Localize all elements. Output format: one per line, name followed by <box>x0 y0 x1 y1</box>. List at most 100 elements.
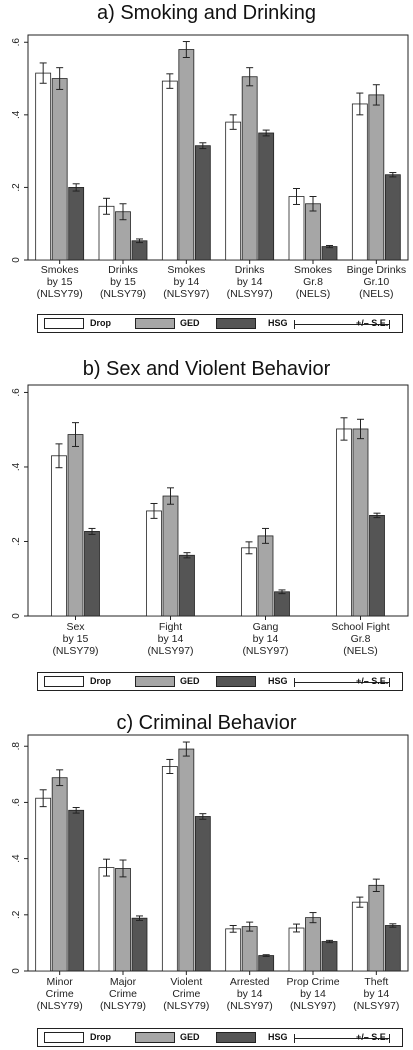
x-category-label: (NLSY79) <box>52 645 98 657</box>
bar-ged <box>67 434 84 617</box>
bar-ged <box>178 49 195 261</box>
x-category-label: Sex <box>66 621 85 633</box>
x-category-label: (NLSY79) <box>163 1000 209 1012</box>
bar-ged <box>51 777 68 972</box>
legend-label-ged: GED <box>180 318 200 328</box>
bar-hsg <box>179 554 195 617</box>
chart-title: b) Sex and Violent Behavior <box>82 358 331 380</box>
x-category-label: Drinks <box>235 264 265 276</box>
bar-ged <box>51 78 68 261</box>
x-category-label: by 14 <box>237 276 263 288</box>
legend-se-bar-icon <box>294 1034 390 1043</box>
legend-label-se: +/– S.E. <box>356 1032 389 1042</box>
bar-drop <box>351 901 368 972</box>
legend-label-se: +/– S.E. <box>356 676 389 686</box>
chart-title: a) Smoking and Drinking <box>97 2 316 24</box>
bar-drop <box>161 766 178 972</box>
bar-hsg <box>194 145 211 261</box>
y-tick-label: .6 <box>11 388 22 397</box>
legend-swatch-ged <box>135 318 175 329</box>
x-category-label: (NLSY97) <box>163 288 209 300</box>
bar-hsg <box>384 925 401 972</box>
bar-hsg <box>84 531 100 617</box>
bar-ged <box>305 917 321 972</box>
bar-hsg <box>321 941 338 972</box>
legend-label-hsg: HSG <box>268 318 288 328</box>
bar-ged <box>115 868 131 972</box>
y-tick-label: .4 <box>11 462 22 471</box>
bar-drop <box>35 797 52 972</box>
bar-ged <box>368 94 385 261</box>
legend-label-hsg: HSG <box>268 1032 288 1042</box>
x-category-label: (NLSY79) <box>37 288 83 300</box>
bar-hsg <box>131 917 148 972</box>
plot-frame <box>27 34 409 261</box>
y-tick-label: .2 <box>11 910 22 919</box>
bar-ged <box>305 203 321 261</box>
x-category-label: by 14 <box>300 988 326 1000</box>
bar-drop <box>51 455 67 617</box>
panel-smoking-drinking: a) Smoking and Drinking 0.2.4.6 Smokes by … <box>0 0 413 342</box>
x-category-label: (NLSY97) <box>353 1000 399 1012</box>
x-category-label: by 14 <box>237 988 263 1000</box>
x-category-label: (NLSY79) <box>100 288 146 300</box>
y-tick-label: .6 <box>11 798 22 807</box>
x-category-label: Smokes <box>41 264 79 276</box>
bar-hsg <box>369 515 385 617</box>
x-category-label: Fight <box>159 621 182 633</box>
legend-label-drop: Drop <box>90 676 111 686</box>
legend: Drop GED HSG +/– S.E. <box>37 1028 403 1047</box>
bar-hsg <box>258 132 275 261</box>
x-category-label: Crime <box>46 988 74 1000</box>
x-category-label: by 14 <box>253 633 279 645</box>
x-category-label: (NLSY79) <box>37 1000 83 1012</box>
bar-chart-criminal-behavior: 0.2.4.6.8MinorCrime(NLSY79)MajorCrime(NL… <box>11 734 409 1012</box>
x-category-label: by 14 <box>173 276 199 288</box>
bar-drop <box>161 80 178 261</box>
y-tick-label: .4 <box>11 110 22 119</box>
x-category-label: Gr.8 <box>351 633 371 645</box>
x-category-label: by 14 <box>158 633 184 645</box>
bar-hsg <box>68 187 85 261</box>
x-category-label: Violent <box>170 976 202 988</box>
x-category-label: (NLSY97) <box>242 645 288 657</box>
bar-hsg <box>274 591 290 617</box>
x-category-label: Binge Drinks <box>347 264 407 276</box>
legend-swatch-ged <box>135 1032 175 1043</box>
x-category-label: Gr.10 <box>363 276 389 288</box>
bar-ged <box>241 76 258 261</box>
x-category-label: by 15 <box>110 276 136 288</box>
legend-label-hsg: HSG <box>268 676 288 686</box>
legend-swatch-hsg <box>216 676 256 687</box>
x-category-label: by 14 <box>363 988 389 1000</box>
x-category-label: Crime <box>109 988 137 1000</box>
legend-swatch-ged <box>135 676 175 687</box>
bar-hsg <box>68 809 85 972</box>
x-category-label: (NLSY97) <box>290 1000 336 1012</box>
legend-label-drop: Drop <box>90 1032 111 1042</box>
legend-label-ged: GED <box>180 676 200 686</box>
y-tick-label: 0 <box>11 613 22 619</box>
y-tick-label: .8 <box>11 742 22 751</box>
legend-label-se: +/– S.E. <box>356 318 389 328</box>
x-category-label: (NLSY97) <box>147 645 193 657</box>
x-category-label: Theft <box>364 976 388 988</box>
bar-hsg <box>194 816 211 972</box>
bar-drop <box>98 867 115 972</box>
legend-swatch-drop <box>44 676 84 687</box>
bar-ged <box>352 428 369 617</box>
y-tick-label: 0 <box>11 257 22 263</box>
x-category-label: Prop Crime <box>286 976 339 988</box>
bar-drop <box>351 103 368 261</box>
x-category-label: Gang <box>253 621 279 633</box>
legend: Drop GED HSG +/– S.E. <box>37 314 403 333</box>
x-category-label: (NELS) <box>359 288 393 300</box>
y-tick-label: .6 <box>11 38 22 47</box>
bar-drop <box>225 928 242 972</box>
legend-label-ged: GED <box>180 1032 200 1042</box>
bar-drop <box>35 72 52 261</box>
x-category-label: Major <box>110 976 137 988</box>
bar-ged <box>241 926 258 972</box>
